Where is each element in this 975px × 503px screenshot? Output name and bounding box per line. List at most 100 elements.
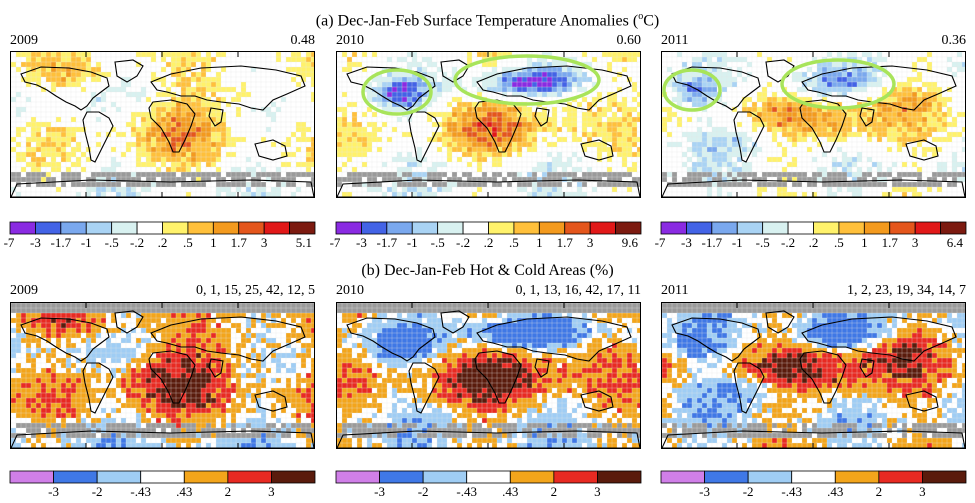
colorbar-swatch	[238, 221, 265, 235]
colorbar-tick-label: -1	[407, 235, 418, 250]
row-a-title: (a) Dec-Jan-Feb Surface Temperature Anom…	[315, 11, 660, 30]
colorbar-swatch	[597, 470, 642, 484]
colorbar-tick-label: 1.7	[231, 235, 248, 250]
map-field	[337, 52, 640, 197]
map-field	[11, 303, 314, 448]
map-b-2009	[10, 302, 315, 449]
colorbar-tick-label: -.2	[456, 235, 470, 250]
colorbar-swatch	[85, 221, 113, 235]
highlight-ellipse	[361, 68, 433, 116]
colorbar-tick-label: -3	[681, 235, 692, 250]
colorbar-swatch	[271, 470, 316, 484]
map-field	[662, 303, 965, 448]
highlight-ellipse	[780, 58, 896, 110]
colorbar-swatch	[183, 470, 229, 484]
colorbar-max-label: 5.1	[296, 235, 312, 250]
colorbar-a-2009: -3 -1.7 -1 -.5 -.2 .2 .5 1 1.7 3 -7 5.1	[4, 221, 316, 252]
colorbar-swatch	[263, 221, 290, 235]
longitude-ticks	[411, 52, 565, 197]
colorbar-min-label: -7	[330, 235, 341, 250]
colorbar-swatch	[411, 221, 439, 235]
colorbar-tick-label: 2	[876, 484, 883, 499]
colorbar-tick-label: -3	[48, 484, 59, 499]
colorbar-svg: -3 -1.7 -1 -.5 -.2 .2 .5 1 1.7 3 -7 5.1	[4, 221, 316, 250]
panel-b1-area-percentages: 0, 1, 15, 25, 42, 12, 5	[196, 283, 315, 298]
colorbar-swatch	[386, 221, 413, 235]
colorbar-swatch	[564, 221, 591, 235]
panel-a1-year: 2009	[10, 33, 38, 48]
colorbar-tick-label: -.5	[756, 235, 770, 250]
colorbar-tick-label: -2	[418, 484, 429, 499]
colorbar-swatch	[704, 470, 749, 484]
continent-outlines	[337, 310, 640, 448]
panel-b1-year: 2009	[10, 283, 38, 298]
colorbar-svg: -3 -1.7 -1 -.5 -.2 .2 .5 1 1.7 3 -7 6.4	[655, 221, 967, 250]
map-field	[337, 303, 640, 448]
panel-a2-global-mean: 0.60	[616, 33, 642, 48]
colorbar-min-label: -7	[655, 235, 666, 250]
highlight-ellipse	[453, 54, 601, 106]
colorbar-tick-label: -.43	[456, 484, 477, 499]
colorbar-swatch	[140, 470, 185, 484]
colorbar-swatch	[96, 470, 142, 484]
colorbar-swatch	[863, 221, 891, 235]
colorbar-swatch	[660, 470, 705, 484]
colorbar-svg: -3 -2 -.43 .43 2 3	[9, 470, 316, 499]
colorbar-tick-label: 3	[919, 484, 926, 499]
colorbar-a-2010: -3 -1.7 -1 -.5 -.2 .2 .5 1 1.7 3 -7 9.6	[330, 221, 642, 252]
colorbar-swatch	[747, 470, 793, 484]
colorbar-tick-label: 3	[594, 484, 601, 499]
continent-outlines	[662, 59, 965, 197]
colorbar-swatch	[488, 221, 515, 235]
colorbar-svg: -3 -2 -.43 .43 2 3	[660, 470, 967, 499]
panel-b2-area-percentages: 0, 1, 13, 16, 42, 17, 11	[515, 283, 641, 298]
panel-b3-year: 2011	[661, 283, 689, 298]
colorbar-swatch	[615, 221, 642, 235]
colorbar-swatch	[736, 221, 764, 235]
colorbar-swatch	[462, 221, 489, 235]
map-a-2010	[336, 51, 641, 198]
colorbar-tick-label: -3	[30, 235, 41, 250]
colorbar-tick-label: -1.7	[377, 235, 398, 250]
colorbar-swatch	[187, 221, 214, 235]
colorbar-tick-label: -1	[81, 235, 92, 250]
panel-b2-year: 2010	[336, 283, 364, 298]
grid-lines	[11, 52, 314, 197]
colorbar-tick-label: 1.7	[557, 235, 574, 250]
colorbar-swatch	[111, 221, 138, 235]
colorbar-swatch	[711, 221, 738, 235]
colorbar-swatch	[379, 470, 424, 484]
continent-outlines	[662, 310, 965, 448]
colorbar-tick-label: 1	[210, 235, 217, 250]
colorbar-swatch	[361, 221, 388, 235]
colorbar-tick-label: 3	[587, 235, 594, 250]
colorbar-tick-label: .5	[183, 235, 193, 250]
colorbar-tick-label: 2	[551, 484, 558, 499]
colorbar-svg: -3 -2 -.43 .43 2 3	[335, 470, 642, 499]
colorbar-swatch	[227, 470, 272, 484]
row-b-title: (b) Dec-Jan-Feb Hot & Cold Areas (%)	[361, 262, 614, 279]
longitude-ticks	[85, 303, 239, 448]
colorbar-swatch	[9, 221, 36, 235]
colorbar-swatch	[162, 221, 189, 235]
colorbar-max-label: 6.4	[947, 235, 964, 250]
colorbar-swatch	[335, 221, 362, 235]
colorbar-tick-label: -1	[732, 235, 743, 250]
colorbar-swatch	[589, 221, 616, 235]
colorbar-b-2010: -3 -2 -.43 .43 2 3	[335, 470, 642, 501]
colorbar-tick-label: -1.7	[702, 235, 723, 250]
continent-outlines	[11, 59, 314, 197]
colorbar-swatch	[60, 221, 87, 235]
colorbar-tick-label: .43	[502, 484, 518, 499]
colorbar-swatch	[922, 470, 967, 484]
colorbar-tick-label: -2	[92, 484, 103, 499]
continent-outlines	[11, 310, 314, 448]
longitude-ticks	[736, 52, 890, 197]
panel-a1-global-mean: 0.48	[290, 33, 316, 48]
panel-a2-year: 2010	[336, 33, 364, 48]
map-b-2010	[336, 302, 641, 449]
colorbar-swatch	[289, 221, 316, 235]
colorbar-tick-label: 3	[912, 235, 919, 250]
colorbar-swatch	[791, 470, 836, 484]
colorbar-tick-label: -.2	[781, 235, 795, 250]
